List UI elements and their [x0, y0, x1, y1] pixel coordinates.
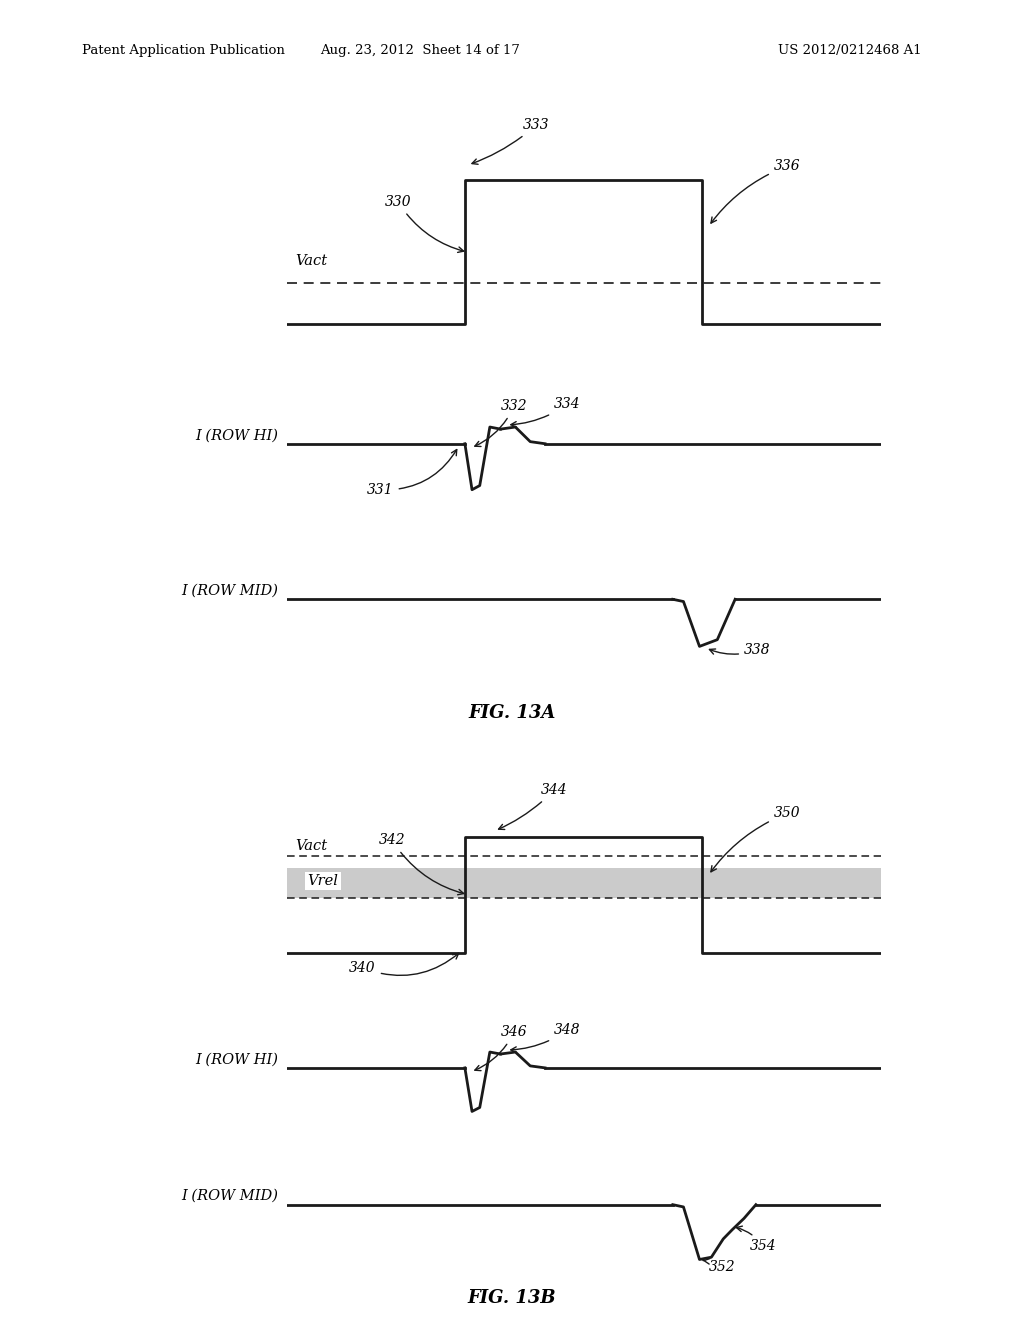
Text: Vrel: Vrel — [307, 874, 338, 888]
Text: 354: 354 — [736, 1226, 776, 1254]
Text: 344: 344 — [499, 783, 567, 829]
Text: 333: 333 — [472, 117, 550, 164]
Text: Aug. 23, 2012  Sheet 14 of 17: Aug. 23, 2012 Sheet 14 of 17 — [319, 44, 520, 57]
Bar — [287, 867, 881, 899]
Text: 352: 352 — [702, 1258, 735, 1274]
Text: FIG. 13B: FIG. 13B — [468, 1288, 556, 1307]
Text: 342: 342 — [379, 833, 464, 895]
Text: 334: 334 — [511, 397, 581, 428]
Text: 340: 340 — [349, 953, 459, 975]
Text: I (ROW HI): I (ROW HI) — [195, 429, 278, 442]
Text: I (ROW HI): I (ROW HI) — [195, 1053, 278, 1067]
Text: I (ROW MID): I (ROW MID) — [181, 583, 278, 598]
Text: 336: 336 — [711, 160, 801, 223]
Text: 338: 338 — [710, 643, 771, 657]
Text: US 2012/0212468 A1: US 2012/0212468 A1 — [778, 44, 922, 57]
Text: Vact: Vact — [296, 255, 328, 268]
Text: 346: 346 — [475, 1026, 527, 1071]
Text: Patent Application Publication: Patent Application Publication — [82, 44, 285, 57]
Text: FIG. 13A: FIG. 13A — [468, 704, 556, 722]
Text: 330: 330 — [385, 195, 464, 252]
Text: 331: 331 — [367, 450, 457, 496]
Text: 350: 350 — [711, 807, 801, 871]
Text: 332: 332 — [475, 400, 527, 446]
Text: 348: 348 — [511, 1023, 581, 1052]
Text: I (ROW MID): I (ROW MID) — [181, 1189, 278, 1203]
Text: Vact: Vact — [296, 840, 328, 853]
